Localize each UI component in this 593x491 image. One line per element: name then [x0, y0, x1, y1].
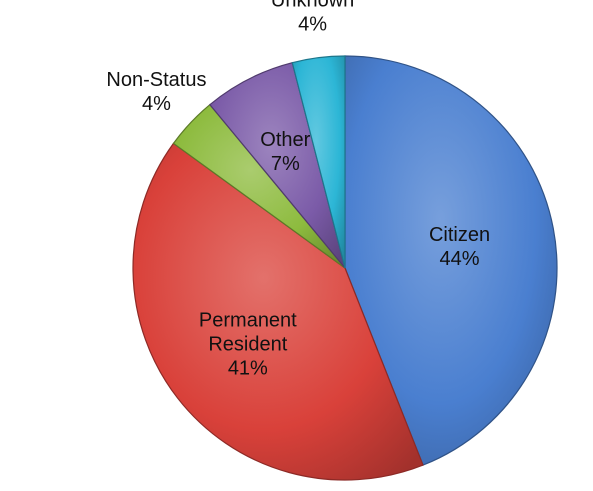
label-non-status-name: Non-Status: [106, 69, 206, 91]
pie-slices: [132, 55, 558, 481]
label-unknown-value: 4%: [298, 13, 327, 35]
label-permanent-resident-name-2: Resident: [208, 333, 287, 355]
label-other-name: Other: [260, 129, 310, 151]
slice-citizen: [344, 55, 558, 466]
label-other-value: 7%: [271, 153, 300, 175]
slice-unknown: [291, 55, 346, 269]
label-citizen-value: 44%: [440, 248, 480, 270]
slice-permanent-resident: [132, 142, 424, 481]
label-unknown-name: Unknown: [271, 0, 354, 11]
label-permanent-resident-name-1: Permanent: [199, 309, 297, 331]
label-non-status-value: 4%: [142, 93, 171, 115]
label-permanent-resident-value: 41%: [228, 357, 268, 379]
label-citizen-name: Citizen: [429, 224, 490, 246]
